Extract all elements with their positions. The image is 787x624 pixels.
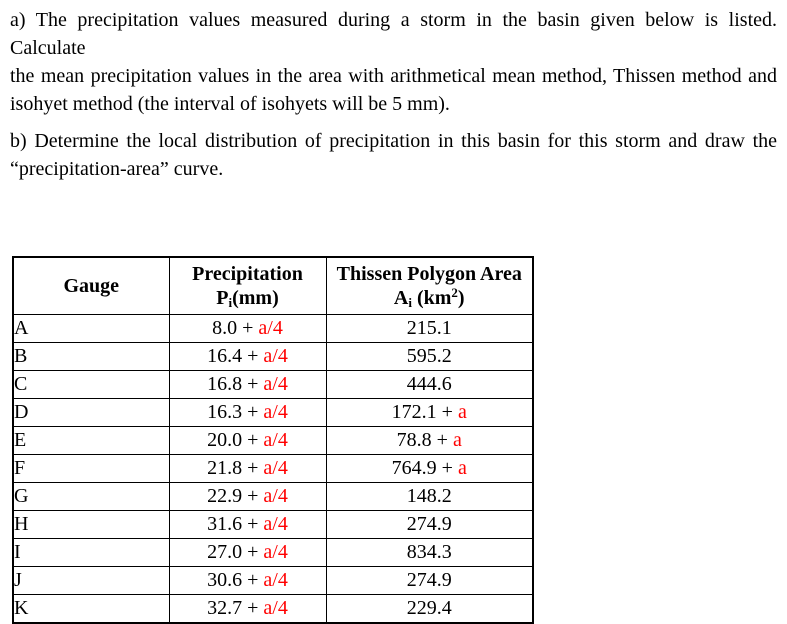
area-value: 444.6 [406,373,452,395]
area-cell: 172.1 + a [325,398,534,427]
precipitation-value: 16.8 + [207,373,264,395]
area-cell: 229.4 [325,594,534,624]
precipitation-value: 31.6 + [207,513,264,535]
area-value: 215.1 [406,317,452,339]
precipitation-header-symbol: Pi(mm) [216,287,279,310]
area-value: 274.9 [406,513,452,535]
gauge-cell: I [12,538,170,567]
precipitation-variable: a/4 [263,541,288,563]
area-variable: a [457,401,467,423]
table-row: F 21.8 + a/4 764.9 + a [12,454,534,483]
area-value: 172.1 + [391,401,458,423]
table-row: E 20.0 + a/4 78.8 + a [12,426,534,455]
precipitation-value: 22.9 + [207,485,264,507]
precipitation-variable: a/4 [263,401,288,423]
area-variable: a [457,457,467,479]
precipitation-value: 16.3 + [207,401,264,423]
precipitation-variable: a/4 [263,597,288,619]
part-b-line-1: b) Determine the local distribution of p… [10,130,777,152]
precipitation-cell: 30.6 + a/4 [168,566,327,595]
precipitation-cell: 22.9 + a/4 [168,482,327,511]
precipitation-variable: a/4 [258,317,283,339]
precipitation-variable: a/4 [263,457,288,479]
column-header-gauge: Gauge [12,256,170,315]
area-cell: 274.9 [325,566,534,595]
problem-part-b: b) Determine the local distribution of p… [10,127,777,183]
precipitation-variable: a/4 [263,513,288,535]
area-cell: 215.1 [325,314,534,343]
gauge-cell: E [12,426,170,455]
table-row: I 27.0 + a/4 834.3 [12,538,534,567]
gauge-cell: K [12,594,170,624]
part-a-line-1: a) The precipitation values measured dur… [10,9,777,59]
area-header-symbol: Ai (km2) [393,285,465,310]
precipitation-cell: 16.8 + a/4 [168,370,327,399]
area-header-title: Thissen Polygon Area [336,263,522,285]
precipitation-value: 27.0 + [207,541,264,563]
precipitation-table: Gauge Precipitation Pi(mm) Thissen Polyg… [12,256,534,624]
table-row: K 32.7 + a/4 229.4 [12,594,534,624]
area-value: 229.4 [406,597,452,619]
precipitation-variable: a/4 [263,569,288,591]
area-cell: 274.9 [325,510,534,539]
gauge-cell: D [12,398,170,427]
precipitation-cell: 21.8 + a/4 [168,454,327,483]
precipitation-header-title: Precipitation [192,263,303,285]
table-row: J 30.6 + a/4 274.9 [12,566,534,595]
area-cell: 78.8 + a [325,426,534,455]
part-a-line-3: isohyet method (the interval of isohyets… [10,93,450,115]
precipitation-cell: 16.4 + a/4 [168,342,327,371]
table-row: D 16.3 + a/4 172.1 + a [12,398,534,427]
area-value: 148.2 [406,485,452,507]
precipitation-cell: 16.3 + a/4 [168,398,327,427]
table-row: C 16.8 + a/4 444.6 [12,370,534,399]
part-b-line-2: “precipitation-area” curve. [10,158,224,180]
table-header-row: Gauge Precipitation Pi(mm) Thissen Polyg… [12,256,534,315]
table-row: B 16.4 + a/4 595.2 [12,342,534,371]
area-cell: 834.3 [325,538,534,567]
table-row: G 22.9 + a/4 148.2 [12,482,534,511]
table-row: A 8.0 + a/4 215.1 [12,314,534,343]
part-a-line-2: the mean precipitation values in the are… [10,65,777,87]
gauge-cell: J [12,566,170,595]
precipitation-value: 21.8 + [207,457,264,479]
area-value: 595.2 [406,345,452,367]
precipitation-table-container: Gauge Precipitation Pi(mm) Thissen Polyg… [12,256,777,624]
table-row: H 31.6 + a/4 274.9 [12,510,534,539]
precipitation-value: 20.0 + [207,429,264,451]
area-value: 78.8 + [396,429,453,451]
area-value: 834.3 [406,541,452,563]
precipitation-variable: a/4 [263,373,288,395]
area-value: 764.9 + [391,457,458,479]
precipitation-variable: a/4 [263,485,288,507]
precipitation-value: 16.4 + [207,345,264,367]
precipitation-value: 32.7 + [207,597,264,619]
gauge-cell: H [12,510,170,539]
column-header-precipitation: Precipitation Pi(mm) [168,256,327,315]
gauge-cell: B [12,342,170,371]
area-value: 274.9 [406,569,452,591]
precipitation-cell: 32.7 + a/4 [168,594,327,624]
area-variable: a [452,429,462,451]
precipitation-cell: 27.0 + a/4 [168,538,327,567]
column-header-area: Thissen Polygon Area Ai (km2) [325,256,534,315]
gauge-cell: G [12,482,170,511]
area-cell: 764.9 + a [325,454,534,483]
area-cell: 595.2 [325,342,534,371]
precipitation-variable: a/4 [263,345,288,367]
gauge-cell: C [12,370,170,399]
precipitation-value: 8.0 + [212,317,259,339]
gauge-cell: A [12,314,170,343]
area-cell: 148.2 [325,482,534,511]
precipitation-cell: 20.0 + a/4 [168,426,327,455]
precipitation-cell: 8.0 + a/4 [168,314,327,343]
gauge-cell: F [12,454,170,483]
precipitation-cell: 31.6 + a/4 [168,510,327,539]
problem-part-a: a) The precipitation values measured dur… [10,6,777,118]
precipitation-value: 30.6 + [207,569,264,591]
precipitation-variable: a/4 [263,429,288,451]
area-cell: 444.6 [325,370,534,399]
